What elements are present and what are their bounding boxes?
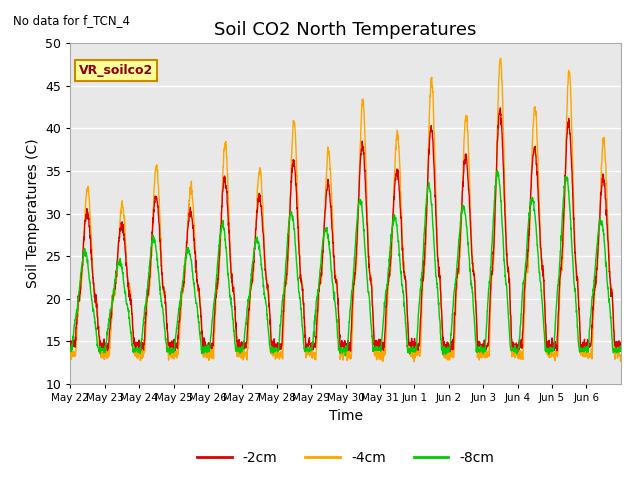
- Y-axis label: Soil Temperatures (C): Soil Temperatures (C): [26, 139, 40, 288]
- Legend: -2cm, -4cm, -8cm: -2cm, -4cm, -8cm: [191, 445, 500, 470]
- Text: VR_soilco2: VR_soilco2: [79, 64, 153, 77]
- X-axis label: Time: Time: [328, 408, 363, 422]
- Title: Soil CO2 North Temperatures: Soil CO2 North Temperatures: [214, 21, 477, 39]
- Text: No data for f_TCN_4: No data for f_TCN_4: [13, 14, 130, 27]
